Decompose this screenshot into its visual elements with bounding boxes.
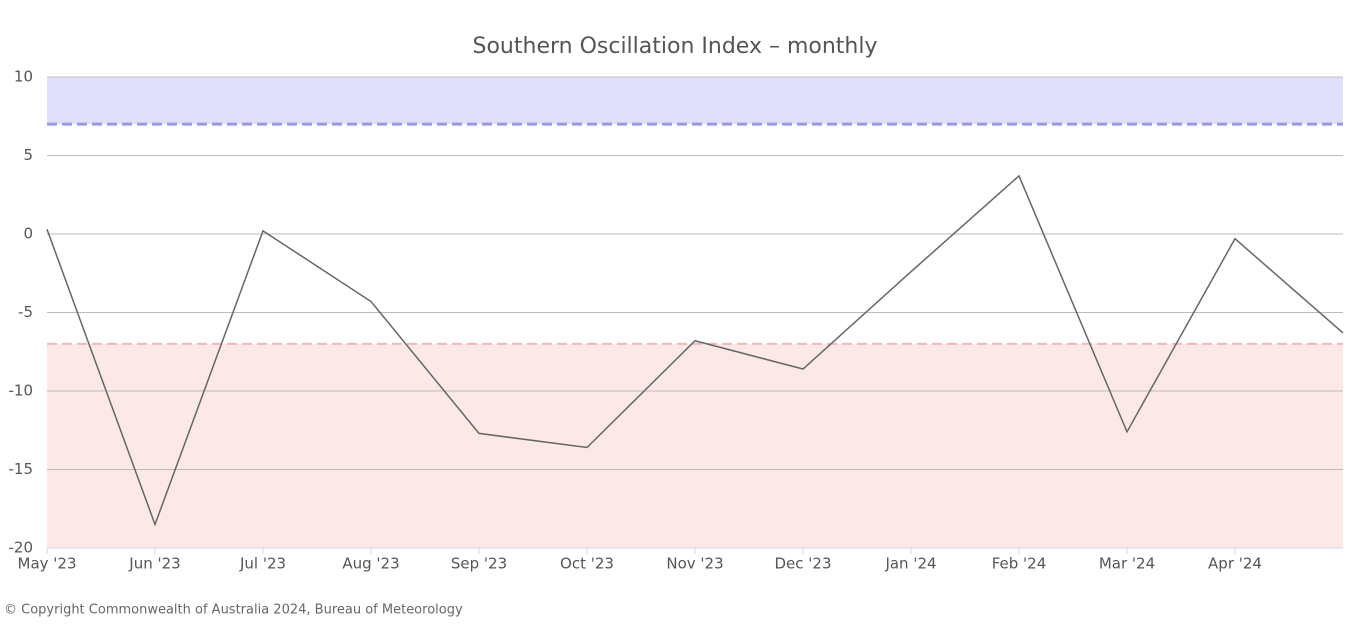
y-tick-label: -15 bbox=[9, 460, 34, 478]
y-tick-label: 5 bbox=[23, 146, 33, 164]
x-tick-label: Apr '24 bbox=[1208, 555, 1262, 573]
series-line bbox=[46, 174, 1344, 527]
x-tick-label: May '23 bbox=[18, 555, 77, 573]
plot-band bbox=[47, 77, 1343, 125]
credit: © Copyright Commonwealth of Australia 20… bbox=[4, 603, 463, 618]
x-tick-label: Mar '24 bbox=[1099, 555, 1155, 573]
x-tick-label: Jul '23 bbox=[239, 555, 286, 573]
chart-title: Southern Oscillation Index – monthly bbox=[473, 34, 878, 59]
x-tick-label: Jun '23 bbox=[128, 555, 180, 573]
y-tick-label: -5 bbox=[18, 303, 33, 321]
y-tick-label: 0 bbox=[23, 225, 33, 243]
y-tick-label: -10 bbox=[9, 382, 34, 400]
x-tick-label: Sep '23 bbox=[451, 555, 507, 573]
x-tick-label: Dec '23 bbox=[774, 555, 831, 573]
x-tick-label: Nov '23 bbox=[666, 555, 723, 573]
x-tick-label: Feb '24 bbox=[992, 555, 1047, 573]
x-tick-label: Aug '23 bbox=[342, 555, 399, 573]
x-tick-label: Oct '23 bbox=[560, 555, 614, 573]
x-tick-label: Jan '24 bbox=[884, 555, 936, 573]
y-tick-label: 10 bbox=[14, 68, 33, 86]
y-tick-label: -20 bbox=[9, 539, 34, 557]
plot-band bbox=[47, 343, 1343, 548]
